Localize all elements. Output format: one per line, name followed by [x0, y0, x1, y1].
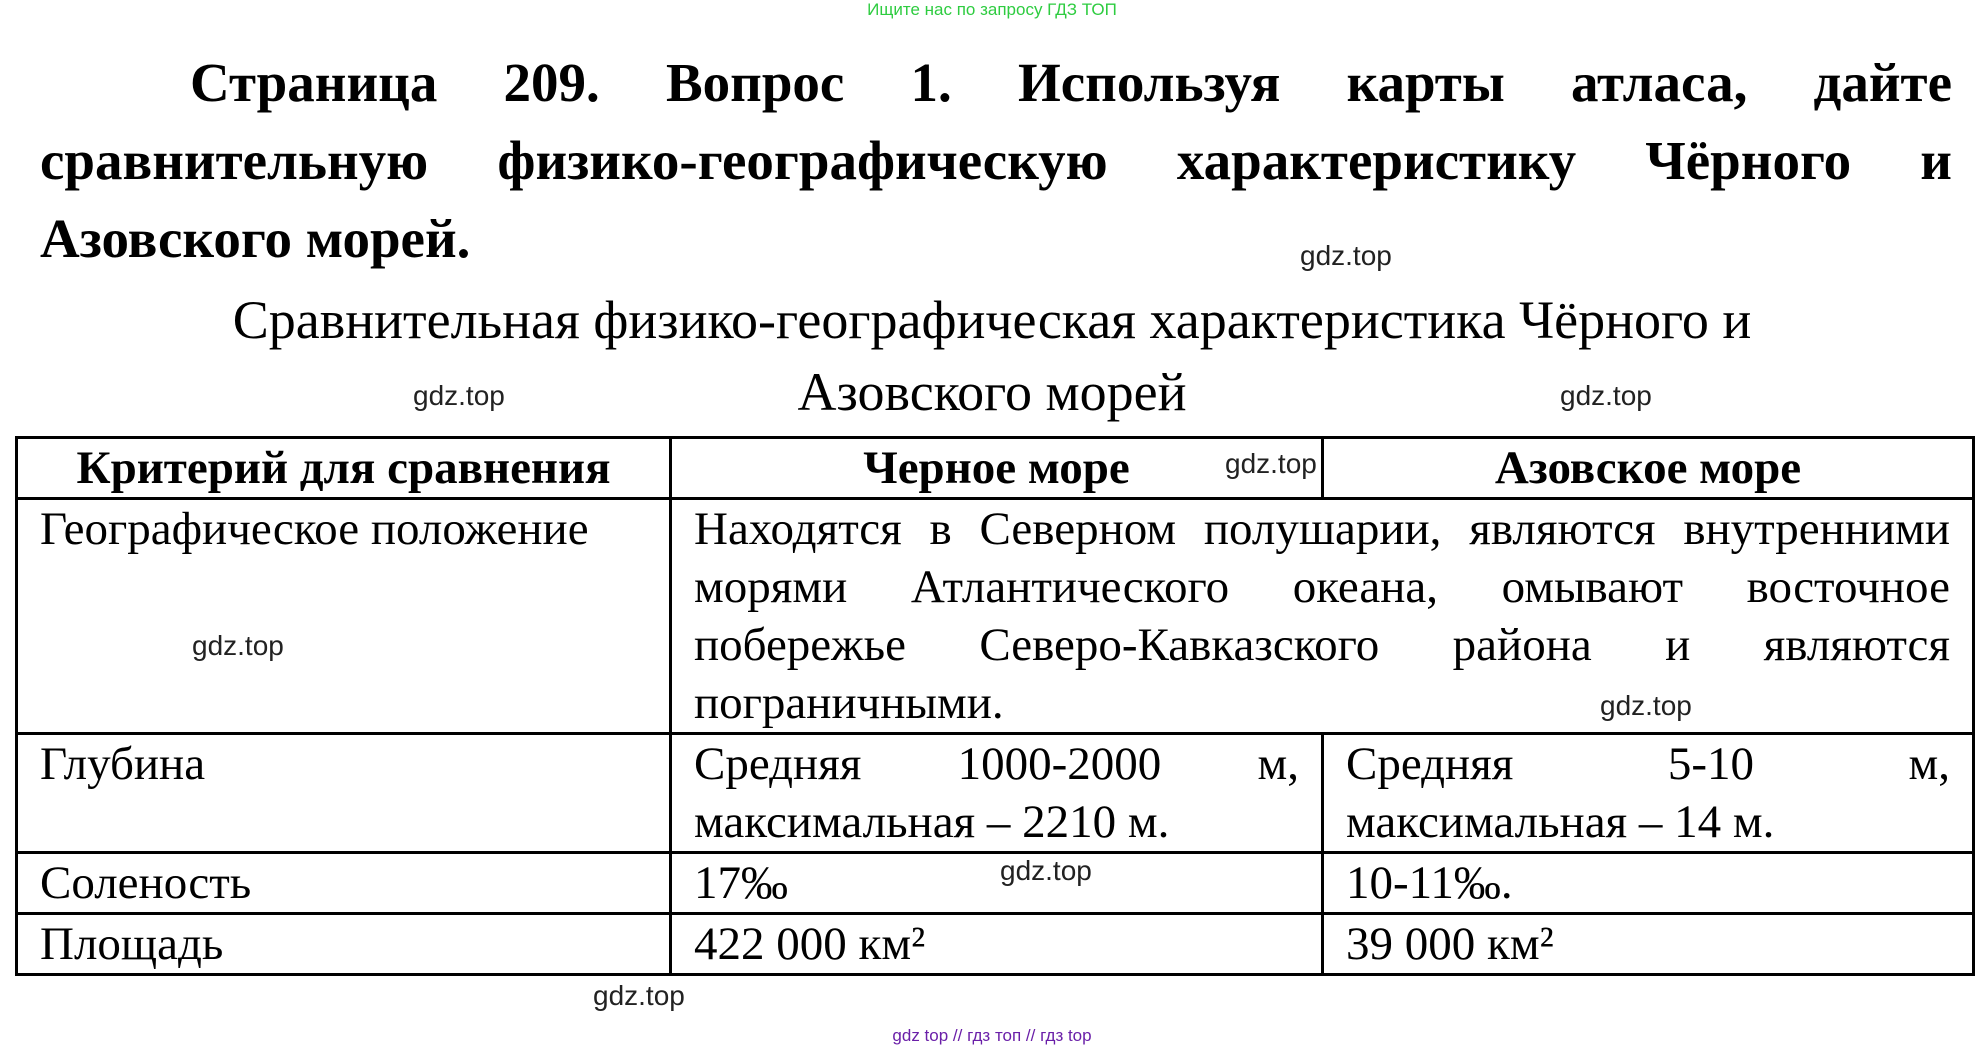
watermark: gdz.top — [413, 380, 505, 411]
watermark: gdz.top — [1560, 380, 1652, 411]
black-sea-cell: Средняя 1000-2000 м, максимальная – 2210… — [669, 732, 1324, 854]
table-row: Географическое положение Находятся в Сев… — [15, 497, 1975, 735]
top-banner: Ищите нас по запросу ГДЗ ТОП — [867, 0, 1117, 19]
watermark: gdz.top — [1000, 855, 1092, 886]
shared-value-cell: Находятся в Северном полушарии, являются… — [669, 497, 1975, 735]
watermark: gdz.top — [1600, 690, 1692, 721]
criterion-cell: Площадь — [15, 912, 672, 976]
azov-sea-cell: 39 000 км² — [1321, 912, 1975, 976]
table-title-line-2: Азовского морей — [797, 362, 1187, 422]
watermark: gdz.top — [192, 630, 284, 661]
azov-sea-cell: 10-11‰. — [1321, 851, 1975, 915]
watermark: gdz.top — [1300, 240, 1392, 271]
table-title: Сравнительная физико-географическая хара… — [0, 284, 1984, 428]
question-text: Страница 209. Вопрос 1. Используя карты … — [40, 52, 1952, 269]
comparison-table: Критерий для сравнения Черное море Азовс… — [15, 436, 1975, 976]
watermark: gdz.top — [1225, 448, 1317, 479]
black-sea-cell: 422 000 км² — [669, 912, 1324, 976]
header-azov-sea: Азовское море — [1321, 436, 1975, 500]
table-row: Глубина Средняя 1000-2000 м, максимальна… — [15, 732, 1975, 854]
black-sea-cell: 17‰ — [669, 851, 1324, 915]
header-black-sea: Черное море — [669, 436, 1324, 500]
table-title-line-1: Сравнительная физико-географическая хара… — [232, 290, 1752, 350]
criterion-cell: Глубина — [15, 732, 672, 854]
table-row: Соленость 17‰ 10-11‰. — [15, 851, 1975, 915]
criterion-cell: Соленость — [15, 851, 672, 915]
azov-sea-cell: Средняя 5-10 м, максимальная – 14 м. — [1321, 732, 1975, 854]
bottom-banner: gdz top // гдз топ // гдз top — [892, 1026, 1092, 1045]
question-heading: Страница 209. Вопрос 1. Используя карты … — [40, 44, 1952, 278]
header-criterion: Критерий для сравнения — [15, 436, 672, 500]
table-row: Площадь 422 000 км² 39 000 км² — [15, 912, 1975, 976]
criterion-cell: Географическое положение — [15, 497, 672, 735]
table-header-row: Критерий для сравнения Черное море Азовс… — [15, 436, 1975, 500]
watermark: gdz.top — [593, 980, 685, 1011]
